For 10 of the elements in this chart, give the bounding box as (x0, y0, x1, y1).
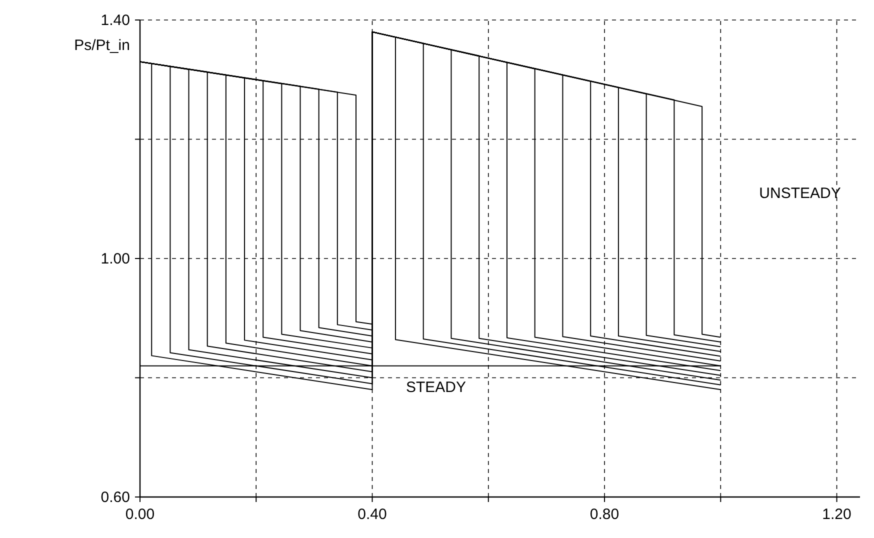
x-tick-label: 0.40 (358, 506, 387, 523)
y-tick-label: 0.60 (100, 489, 130, 506)
annotation: UNSTEADY (759, 185, 841, 202)
y-axis-title: Ps/Pt_in (74, 37, 130, 54)
x-tick-label: 1.20 (822, 506, 852, 523)
x-tick-label: 0.80 (590, 506, 620, 523)
x-tick-label: 0.00 (125, 506, 155, 523)
y-tick-label: 1.40 (100, 12, 130, 29)
y-tick-label: 1.00 (100, 250, 130, 268)
annotation: STEADY (406, 379, 466, 396)
